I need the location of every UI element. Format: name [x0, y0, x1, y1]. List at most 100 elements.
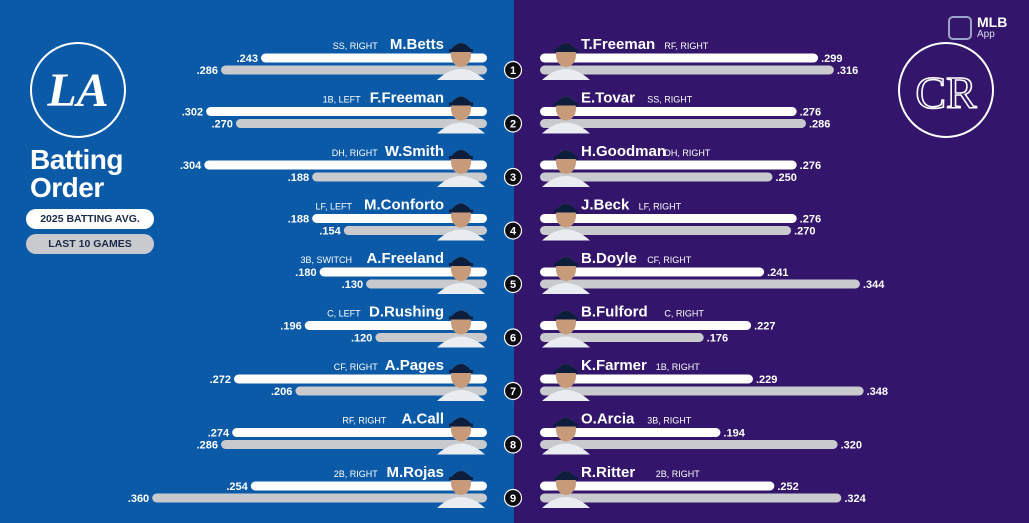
season-avg-label: .196 [280, 321, 301, 333]
batting-order-number-label: 1 [510, 65, 516, 77]
player-name: H.Goodman [581, 143, 666, 160]
player-position: LF, RIGHT [639, 202, 682, 212]
rockies-logo-lettering: CR [915, 67, 977, 118]
player-position: CF, RIGHT [334, 362, 379, 372]
last10-avg-bar [540, 440, 838, 449]
player-name: B.Fulford [581, 304, 648, 321]
batting-order-number [503, 114, 523, 133]
player-photo [437, 257, 485, 294]
legend-last-10: LAST 10 GAMES [26, 234, 154, 254]
season-avg-label: .272 [210, 374, 231, 386]
player-position: DH, RIGHT [664, 148, 711, 158]
season-avg-bar [540, 107, 797, 116]
season-avg-bar [540, 428, 721, 437]
player-photo [542, 417, 590, 455]
player-name: E.Tovar [581, 90, 635, 107]
player-position: C, RIGHT [664, 309, 704, 319]
last10-avg-bar [540, 279, 860, 289]
season-avg-label: .252 [777, 481, 798, 493]
player-position: 2B, RIGHT [656, 469, 701, 479]
last10-avg-label: .130 [342, 279, 363, 291]
last10-avg-bar [221, 65, 487, 75]
dodgers-logo-lettering: LA [46, 64, 108, 117]
player-photo [437, 364, 485, 401]
page-title: Batting Order [30, 146, 123, 202]
last10-avg-label: .348 [867, 386, 888, 398]
last10-avg-label: .206 [271, 386, 292, 398]
last10-avg-label: .320 [841, 440, 862, 452]
season-avg-bar [234, 374, 487, 384]
batting-order-number-label: 7 [510, 386, 516, 398]
player-position: SS, RIGHT [647, 95, 693, 105]
batting-order-number [503, 60, 523, 80]
player-position: 3B, SWITCH [300, 255, 352, 265]
last10-avg-bar [540, 119, 806, 128]
last10-avg-label: .270 [211, 119, 232, 131]
last10-avg-label: .360 [128, 493, 149, 505]
last10-avg-label: .250 [776, 172, 797, 184]
last10-avg-label: .286 [197, 440, 218, 452]
season-avg-bar [312, 214, 487, 223]
player-name: K.Farmer [581, 357, 647, 374]
season-avg-bar [540, 374, 753, 384]
batting-order-number [503, 435, 523, 454]
last10-avg-bar [540, 493, 842, 503]
player-name: A.Call [401, 411, 444, 428]
batting-order-number [503, 328, 523, 347]
season-avg-label: .241 [767, 267, 788, 279]
season-avg-bar [250, 481, 487, 491]
last10-avg-bar [295, 386, 487, 396]
player-name: B.Doyle [581, 250, 637, 267]
player-position: 3B, RIGHT [647, 416, 692, 426]
last10-avg-label: .270 [794, 226, 815, 238]
season-avg-label: .304 [180, 160, 202, 172]
season-avg-bar [204, 160, 487, 170]
season-avg-label: .276 [800, 107, 821, 119]
player-photo [542, 150, 590, 187]
season-avg-bar [540, 481, 775, 491]
season-avg-label: .254 [226, 481, 248, 493]
last10-avg-bar [235, 119, 487, 128]
last10-avg-bar [312, 172, 487, 182]
player-position: RF, RIGHT [342, 416, 387, 426]
player-name: M.Betts [390, 36, 444, 53]
player-name: M.Rojas [386, 464, 444, 481]
last10-avg-label: .286 [809, 119, 830, 131]
last10-avg-bar [540, 65, 834, 75]
season-avg-label: .276 [800, 214, 821, 226]
season-avg-bar [206, 107, 487, 116]
player-photo [542, 203, 590, 241]
season-avg-bar [261, 53, 487, 63]
mlb-logo-icon [948, 16, 972, 40]
batting-order-number [503, 381, 523, 401]
player-name: A.Freeland [366, 250, 444, 267]
season-avg-bar [540, 160, 797, 170]
rockies-logo: CR [898, 42, 994, 138]
player-position: LF, LEFT [315, 202, 352, 212]
player-position: SS, RIGHT [333, 41, 379, 51]
season-avg-label: .243 [237, 53, 258, 65]
season-avg-label: .194 [723, 428, 745, 440]
season-avg-label: .180 [295, 267, 316, 279]
season-avg-bar [540, 53, 819, 63]
last10-avg-bar [540, 172, 773, 182]
player-name: A.Pages [385, 357, 444, 374]
season-avg-label: .302 [182, 107, 203, 119]
batting-order-number [503, 221, 523, 240]
player-name: F.Freeman [370, 90, 444, 107]
season-avg-label: .227 [754, 321, 775, 333]
player-photo [437, 43, 485, 80]
player-photo [542, 310, 590, 348]
batting-order-number-label: 9 [510, 493, 516, 505]
season-avg-bar [540, 214, 797, 223]
player-photo [437, 203, 485, 241]
player-photo [437, 310, 485, 348]
batting-order-number-label: 6 [510, 333, 516, 345]
player-name: T.Freeman [581, 36, 655, 53]
mlb-app-subtext: App [977, 29, 995, 40]
player-name: D.Rushing [369, 304, 444, 321]
season-avg-bar [540, 321, 752, 330]
batting-order-number-label: 5 [510, 279, 516, 291]
player-name: M.Conforto [364, 197, 444, 214]
